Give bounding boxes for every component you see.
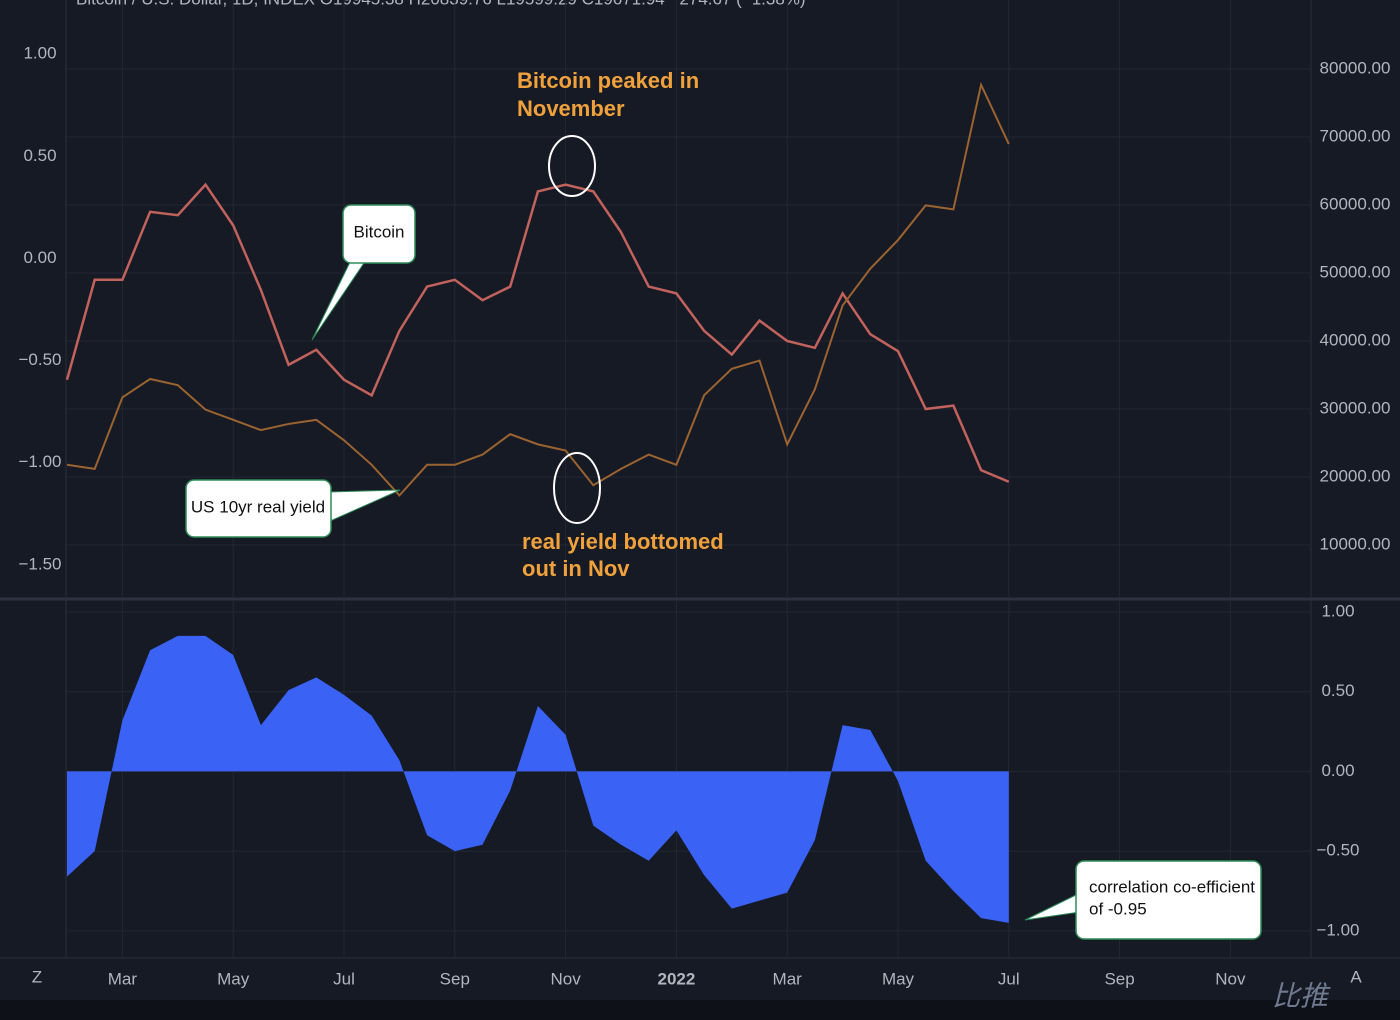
- x-tick-label: Jul: [998, 969, 1020, 988]
- highlight-circle: [553, 452, 601, 524]
- y-tick-label: 0.50: [23, 146, 56, 165]
- callout-box: [1075, 860, 1262, 940]
- series-line: [65, 182, 1010, 483]
- y-tick-label: 0.00: [1321, 761, 1354, 780]
- x-tick-label: Jul: [333, 969, 355, 988]
- annotation: real yield bottomed: [522, 529, 724, 554]
- annotation: out in Nov: [522, 556, 630, 581]
- x-tick-label: Sep: [440, 969, 470, 988]
- header: Bitcoin / U.S. Dollar, 1D, INDEX O19945.…: [76, 0, 806, 8]
- x-tick-label: Mar: [108, 969, 138, 988]
- button[interactable]: Z: [32, 967, 42, 986]
- watermark: 比推: [1272, 980, 1331, 1011]
- annotation: correlation co-efficient: [1089, 877, 1255, 896]
- y2-tick-label: 80000.00: [1320, 58, 1391, 77]
- series-line: [66, 81, 1010, 497]
- y2-tick-label: 50000.00: [1320, 262, 1391, 281]
- annotation: November: [517, 96, 625, 121]
- y2-tick-label: 20000.00: [1320, 466, 1391, 485]
- annotation: Bitcoin peaked in: [517, 68, 699, 93]
- y-tick-label: 0.00: [23, 248, 56, 267]
- y2-tick-label: 70000.00: [1320, 126, 1391, 145]
- annotation: of -0.95: [1089, 899, 1147, 918]
- callout-box: [342, 204, 416, 264]
- y2-tick-label: 10000.00: [1320, 534, 1391, 553]
- y-tick-label: −1.00: [18, 452, 61, 471]
- correlation-area: [67, 635, 1009, 923]
- x-tick-label: May: [882, 969, 915, 988]
- footer-strip: [0, 1000, 1400, 1020]
- y2-tick-label: 30000.00: [1320, 398, 1391, 417]
- y-tick-label: 1.00: [1321, 601, 1354, 620]
- y-tick-label: −0.50: [18, 350, 61, 369]
- y2-tick-label: 40000.00: [1320, 330, 1391, 349]
- x-tick-label: Nov: [550, 969, 581, 988]
- series-label: US 10yr real yield: [191, 497, 325, 516]
- y-tick-label: −1.00: [1316, 920, 1359, 939]
- x-tick-label: Nov: [1215, 969, 1246, 988]
- x-tick-label: Sep: [1104, 969, 1134, 988]
- x-tick-label: 2022: [657, 969, 695, 988]
- y-tick-label: 1.00: [23, 44, 56, 63]
- callout-box: [185, 479, 332, 538]
- series-label: Bitcoin: [353, 222, 404, 241]
- y-tick-label: −0.50: [1316, 841, 1359, 860]
- y-tick-label: −1.50: [18, 554, 61, 573]
- y-tick-label: 0.50: [1321, 681, 1354, 700]
- highlight-circle: [548, 135, 596, 197]
- x-tick-label: Mar: [773, 969, 803, 988]
- x-tick-label: May: [217, 969, 250, 988]
- button[interactable]: A: [1350, 967, 1362, 986]
- y2-tick-label: 60000.00: [1320, 194, 1391, 213]
